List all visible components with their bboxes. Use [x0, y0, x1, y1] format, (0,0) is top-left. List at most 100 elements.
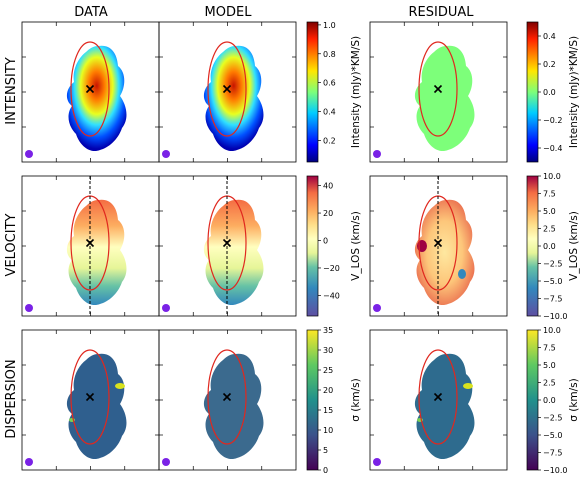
- column-title-residual: RESIDUAL: [409, 5, 475, 20]
- colorbar-tick-label: 2.5: [543, 379, 556, 388]
- center-marker: [433, 84, 443, 94]
- colorbar-label: σ (km/s): [350, 378, 362, 422]
- residual-patch: [458, 269, 466, 279]
- colorbar-tick-label: −10.0: [543, 312, 568, 321]
- colorbar-tick-label: −10.0: [543, 466, 568, 475]
- colorbar-tick-label: 0.4: [323, 107, 336, 116]
- column-title-model: MODEL: [205, 5, 253, 20]
- colorbar-tick-label: 0: [323, 237, 328, 246]
- colorbar-tick-label: 0.2: [323, 136, 336, 145]
- colorbar-tick-label: 1.0: [323, 21, 336, 30]
- panel-intensity-data: [21, 21, 160, 163]
- colorbar-tick-label: −5.0: [543, 277, 562, 286]
- colorbar-tick-label: 20: [323, 209, 333, 218]
- colorbar-tick-label: −7.5: [543, 449, 562, 458]
- map-blob: [66, 199, 127, 306]
- center-marker: [222, 84, 232, 94]
- colorbar-tick-label: −0.2: [543, 116, 562, 125]
- panel-velocity-data: [21, 175, 160, 317]
- map-blob: [414, 45, 475, 152]
- colorbar-velocity-1: 10.0 7.5 5.0 2.5 0.0 −2.5 −5.0 −7.5 −10.0 V_LOS (…: [526, 172, 580, 321]
- colorbar-tick-label: 5.0: [543, 207, 556, 216]
- colorbar-group: 1.0 0.8 0.6 0.4 0.2 Intensity (mJy)*KM/S) 0.4 0…: [306, 21, 580, 475]
- colorbar-gradient: [306, 329, 319, 471]
- colorbar-tick-label: 0.0: [543, 88, 556, 97]
- model-ellipse: [207, 41, 247, 137]
- beam-marker: [25, 458, 33, 466]
- colorbar-label: Intensity (mJy)*KM/S): [350, 36, 362, 148]
- center-marker: [433, 392, 443, 402]
- colorbar-tick-label: 10.0: [543, 326, 561, 335]
- model-ellipse: [70, 41, 110, 137]
- panel-intensity-residual: [369, 21, 508, 163]
- colorbar-tick-label: −7.5: [543, 295, 562, 304]
- colorbar-tick-label: 20: [323, 386, 333, 395]
- colorbar-intensity-0: 1.0 0.8 0.6 0.4 0.2 Intensity (mJy)*KM/S): [306, 21, 362, 163]
- colorbar-label: V_LOS (km/s): [350, 211, 362, 281]
- colorbar-tick-label: 0: [323, 466, 328, 475]
- colorbar-gradient: [306, 175, 319, 317]
- center-marker: [85, 84, 95, 94]
- colorbar-tick-label: 0.0: [543, 396, 556, 405]
- panel-intensity-model: [158, 21, 297, 163]
- beam-marker: [25, 304, 33, 312]
- colorbar-tick-label: −2.5: [543, 260, 562, 269]
- colorbar-dispersion-1: 10.0 7.5 5.0 2.5 0.0 −2.5 −5.0 −7.5 −10.0 σ (km/s…: [526, 326, 580, 475]
- colorbar-tick-label: 0.0: [543, 242, 556, 251]
- row-title-intensity: INTENSITY: [4, 57, 19, 124]
- colorbar-gradient: [526, 329, 539, 471]
- colorbar-dispersion-0: 35 30 25 20 15 10 5 0 σ (km/s): [306, 326, 362, 475]
- colorbar-tick-label: 7.5: [543, 190, 556, 199]
- colorbar-tick-label: 5.0: [543, 361, 556, 370]
- colorbar-tick-label: 40: [323, 182, 333, 191]
- model-ellipse: [70, 349, 110, 445]
- beam-marker: [373, 458, 381, 466]
- model-ellipse: [207, 349, 247, 445]
- colorbar-label: V_LOS (km/s): [568, 211, 580, 281]
- center-marker: [222, 392, 232, 402]
- colorbar-tick-label: 30: [323, 346, 333, 355]
- panel-velocity-model: [158, 175, 297, 317]
- row-title-dispersion: DISPERSION: [4, 359, 19, 438]
- center-marker: [433, 238, 443, 248]
- colorbar-tick-label: −40: [323, 291, 340, 300]
- center-marker: [85, 392, 95, 402]
- colorbar-label: σ (km/s): [568, 378, 580, 422]
- beam-marker: [162, 150, 170, 158]
- colorbar-tick-label: 0.6: [323, 79, 336, 88]
- colorbar-tick-label: 10: [323, 426, 333, 435]
- colorbar-tick-label: −2.5: [543, 414, 562, 423]
- map-blob: [203, 45, 264, 152]
- panel-dispersion-data: [21, 329, 160, 471]
- map-blob: [203, 353, 264, 460]
- model-ellipse: [418, 349, 458, 445]
- colorbar-tick-label: 7.5: [543, 344, 556, 353]
- colorbar-velocity-0: 40 20 0 −20 −40 V_LOS (km/s): [306, 175, 362, 317]
- model-ellipse: [418, 41, 458, 137]
- beam-marker: [162, 458, 170, 466]
- colorbar-tick-label: 35: [323, 326, 333, 335]
- colorbar-tick-label: 10.0: [543, 172, 561, 181]
- panel-dispersion-residual: [369, 329, 508, 471]
- colorbar-tick-label: 5: [323, 446, 328, 455]
- colorbar-gradient: [526, 175, 539, 317]
- bright-patch: [463, 383, 473, 389]
- map-blob: [414, 199, 475, 306]
- colorbar-tick-label: 0.8: [323, 50, 336, 59]
- map-blob: [66, 45, 127, 152]
- colorbar-tick-label: 0.2: [543, 60, 556, 69]
- colorbar-tick-label: 15: [323, 406, 333, 415]
- column-title-data: DATA: [74, 5, 108, 20]
- beam-marker: [25, 150, 33, 158]
- colorbar-intensity-1: 0.4 0.2 0.0 −0.2 −0.4 Intensity (mJy)*KM/S): [526, 21, 580, 163]
- map-blob: [203, 199, 264, 306]
- map-blob: [66, 353, 127, 460]
- row-title-velocity: VELOCITY: [4, 213, 19, 276]
- panel-dispersion-model: [158, 329, 297, 471]
- panel-grid: [21, 21, 508, 471]
- bright-patch: [115, 383, 125, 389]
- center-marker: [85, 238, 95, 248]
- colorbar-tick-label: 0.4: [543, 32, 556, 41]
- colorbar-tick-label: −5.0: [543, 431, 562, 440]
